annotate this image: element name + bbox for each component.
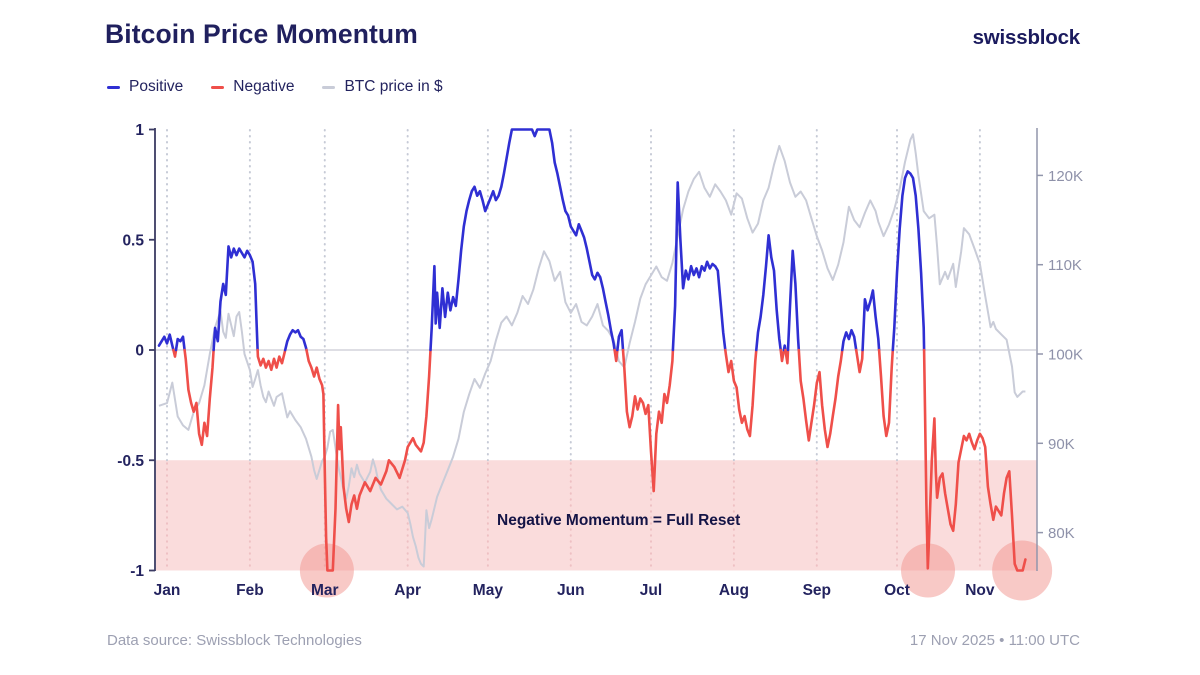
month-label: May	[473, 582, 504, 599]
month-label: Apr	[394, 582, 421, 599]
momentum-positive-segment	[841, 328, 858, 352]
momentum-positive-segment	[174, 335, 186, 352]
momentum-negative-segment	[854, 348, 864, 374]
legend-item-btc-price: BTC price in $	[322, 78, 443, 96]
momentum-positive-segment	[212, 245, 259, 352]
legend-label-negative: Negative	[233, 78, 295, 95]
month-label: Nov	[965, 582, 995, 599]
month-label: Feb	[236, 582, 264, 599]
momentum-negative-segment	[256, 348, 287, 372]
momentum-positive-segment	[429, 128, 616, 352]
momentum-positive-segment	[671, 181, 727, 352]
month-label: Aug	[719, 582, 749, 599]
momentum-positive-segment	[616, 328, 625, 352]
legend-label-btc-price: BTC price in $	[344, 78, 443, 95]
momentum-positive-segment	[786, 249, 801, 352]
momentum-negative-segment	[621, 348, 675, 493]
price-tick-label: 100K	[1048, 347, 1083, 364]
momentum-negative-segment	[305, 348, 432, 572]
momentum-tick-label: 1	[135, 122, 144, 139]
momentum-tick-label: 0	[135, 343, 144, 360]
highlight-circle-1	[901, 543, 956, 598]
negative-reset-band	[156, 460, 1037, 571]
legend-label-positive: Positive	[129, 78, 184, 95]
momentum-negative-segment	[613, 348, 619, 363]
momentum-positive-segment	[891, 170, 926, 352]
btc-price-line	[158, 133, 1026, 568]
momentum-negative-segment	[797, 348, 844, 449]
chart-legend: Positive Negative BTC price in $	[107, 78, 443, 96]
price-tick-label: 120K	[1048, 168, 1083, 185]
chart-annotation: Negative Momentum = Full Reset	[497, 512, 741, 529]
month-label: Oct	[884, 582, 910, 599]
positive-swatch-icon	[107, 85, 120, 89]
price-tick-label: 90K	[1048, 436, 1075, 453]
momentum-negative-segment	[183, 348, 215, 447]
momentum-negative-segment	[877, 348, 895, 438]
momentum-tick-label: 0.5	[122, 232, 144, 249]
negative-swatch-icon	[211, 85, 225, 89]
momentum-negative-segment	[784, 348, 790, 365]
momentum-positive-segment	[755, 234, 782, 352]
price-tick-label: 80K	[1048, 525, 1075, 542]
momentum-negative-segment	[724, 348, 758, 438]
month-label: Jul	[640, 582, 662, 599]
momentum-positive-segment	[283, 328, 308, 352]
month-label: Jan	[154, 582, 181, 599]
month-label: Jun	[557, 582, 585, 599]
legend-item-positive: Positive	[107, 78, 183, 96]
timestamp: 17 Nov 2025 • 11:00 UTC	[909, 632, 1080, 649]
momentum-negative-segment	[779, 348, 786, 363]
momentum-positive-segment	[782, 344, 787, 352]
btc-price-swatch-icon	[322, 85, 336, 89]
momentum-positive-segment	[157, 333, 175, 352]
month-label: Mar	[311, 582, 339, 599]
momentum-negative-segment	[922, 348, 1027, 572]
price-tick-label: 110K	[1048, 257, 1082, 274]
month-label: Sep	[803, 582, 831, 599]
momentum-positive-segment	[861, 289, 881, 352]
data-source: Data source: Swissblock Technologies	[107, 632, 362, 649]
momentum-tick-label: -0.5	[117, 453, 144, 470]
swissblock-logo: swissblock	[972, 26, 1081, 49]
momentum-negative-segment	[172, 348, 178, 358]
page-title: Bitcoin Price Momentum	[105, 19, 418, 49]
momentum-tick-label: -1	[130, 563, 144, 580]
legend-item-negative: Negative	[211, 78, 294, 96]
